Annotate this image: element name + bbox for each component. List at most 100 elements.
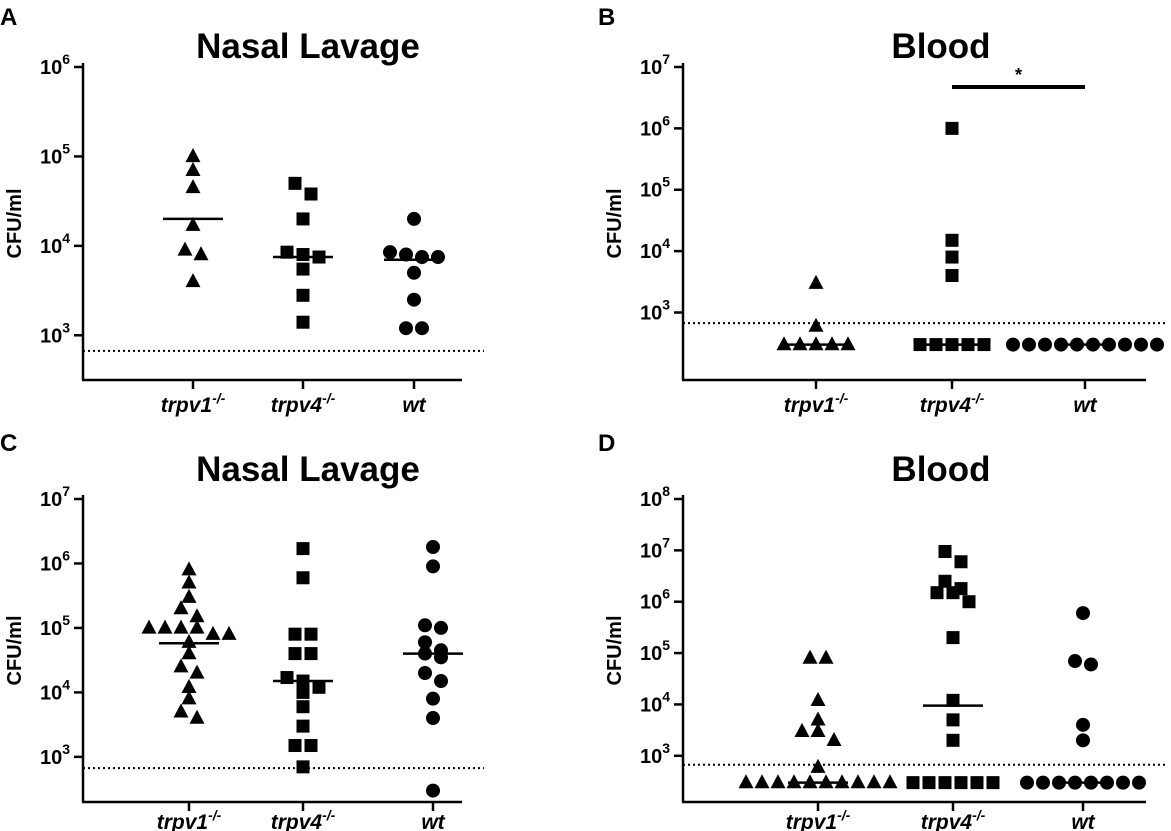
data-point-trpv1	[185, 179, 201, 194]
data-point-trpv4	[312, 680, 326, 694]
data-point-wt	[426, 711, 440, 726]
data-point-trpv1	[181, 645, 197, 660]
data-point-trpv1	[808, 317, 824, 332]
x-tick-label-wt: wt	[421, 811, 445, 831]
data-point-wt	[418, 618, 432, 633]
data-point-trpv1	[193, 246, 209, 261]
data-point-trpv4	[946, 586, 960, 600]
x-tick-label-trpv1: trpv1-/-	[784, 390, 849, 417]
data-point-trpv4	[288, 647, 302, 661]
data-point-trpv1	[189, 664, 205, 679]
data-point-trpv1	[181, 574, 197, 589]
data-point-trpv1	[840, 336, 856, 351]
data-point-trpv4	[296, 760, 310, 774]
y-tick-label: 105	[640, 637, 670, 665]
panel-title: Blood	[891, 450, 990, 489]
data-point-trpv4	[296, 262, 310, 276]
data-point-wt	[407, 211, 421, 226]
data-point-trpv4	[296, 248, 310, 262]
data-point-wt	[415, 250, 429, 265]
y-tick-label: 103	[640, 740, 670, 768]
panel-C: C Nasal Lavage 103 104 105 106 107 CFU/ml trpv1-…	[0, 430, 484, 831]
data-point-trpv4	[954, 776, 968, 790]
data-point-wt	[1084, 657, 1098, 672]
y-tick-label: 108	[640, 483, 670, 511]
data-point-trpv1	[834, 774, 850, 789]
data-point-trpv4	[946, 631, 960, 645]
data-point-trpv4	[913, 338, 927, 352]
data-point-trpv1	[810, 711, 826, 726]
y-tick-label: 106	[640, 112, 670, 140]
data-point-trpv1	[173, 658, 189, 673]
data-point-trpv4	[304, 627, 318, 641]
data-point-trpv4	[296, 288, 310, 302]
data-point-wt	[426, 783, 440, 798]
data-point-trpv4	[970, 776, 984, 790]
data-point-trpv1	[189, 619, 205, 634]
data-point-trpv1	[802, 649, 818, 664]
data-point-trpv4	[304, 647, 318, 661]
data-point-trpv1	[185, 273, 201, 288]
data-point-wt	[1116, 775, 1130, 790]
data-point-trpv1	[738, 774, 754, 789]
panel-letter: C	[0, 430, 17, 457]
data-point-wt	[418, 665, 432, 680]
data-point-trpv1	[181, 678, 197, 693]
data-point-trpv1	[818, 774, 834, 789]
x-tick-label-trpv1: trpv1-/-	[786, 807, 851, 831]
panel-letter: D	[598, 430, 615, 457]
data-point-trpv1	[810, 691, 826, 707]
data-point-trpv4	[945, 121, 959, 135]
data-point-trpv1	[824, 336, 840, 351]
data-point-trpv4	[946, 733, 960, 747]
data-point-wt	[1134, 337, 1148, 352]
data-point-wt	[431, 250, 445, 265]
y-tick-label: 107	[40, 483, 70, 511]
data-point-wt	[1006, 337, 1020, 352]
data-point-trpv4	[296, 315, 310, 329]
y-tick-label: 104	[640, 235, 670, 263]
data-point-wt	[415, 321, 429, 336]
data-point-trpv1	[177, 241, 193, 256]
data-point-trpv1	[181, 690, 197, 705]
y-tick-label: 106	[640, 586, 670, 614]
data-point-wt	[407, 265, 421, 280]
data-point-wt	[1038, 337, 1052, 352]
panel-title: Nasal Lavage	[196, 450, 420, 489]
data-point-wt	[1076, 717, 1090, 732]
x-tick-label-trpv4: trpv4-/-	[920, 390, 985, 417]
panel-B: B Blood 103 104 105 106 107 CFU/ml trpv1-/- trpv4…	[598, 4, 1168, 417]
data-point-trpv1	[205, 625, 221, 640]
x-tick-label-trpv1: trpv1-/-	[161, 390, 226, 417]
data-point-trpv1	[189, 608, 205, 623]
data-point-wt	[1020, 775, 1034, 790]
data-point-wt	[426, 559, 440, 574]
data-point-trpv1	[786, 774, 802, 789]
data-point-trpv1	[866, 774, 882, 789]
data-point-trpv1	[189, 709, 205, 724]
data-point-trpv4	[930, 586, 944, 600]
data-point-trpv4	[945, 233, 959, 247]
data-point-trpv4	[296, 571, 310, 585]
data-point-trpv1	[173, 619, 189, 634]
data-point-trpv1	[770, 774, 786, 789]
panel-title: Blood	[891, 27, 990, 66]
y-axis-label: CFU/ml	[604, 616, 626, 686]
data-point-wt	[434, 674, 448, 689]
data-point-trpv4	[288, 176, 302, 190]
significance-star: *	[1015, 65, 1022, 85]
x-tick-label-wt: wt	[1073, 394, 1097, 417]
data-point-trpv4	[280, 245, 294, 259]
data-point-trpv4	[946, 713, 960, 727]
data-point-trpv1	[141, 619, 157, 634]
y-tick-label: 107	[640, 534, 670, 562]
panel-letter: A	[0, 4, 17, 31]
data-point-trpv1	[818, 649, 834, 664]
data-point-trpv1	[221, 625, 237, 640]
data-point-trpv4	[945, 250, 959, 264]
y-axis-label: CFU/ml	[604, 189, 626, 259]
data-point-wt	[1022, 337, 1036, 352]
data-point-trpv1	[173, 703, 189, 718]
data-point-wt	[426, 691, 440, 706]
